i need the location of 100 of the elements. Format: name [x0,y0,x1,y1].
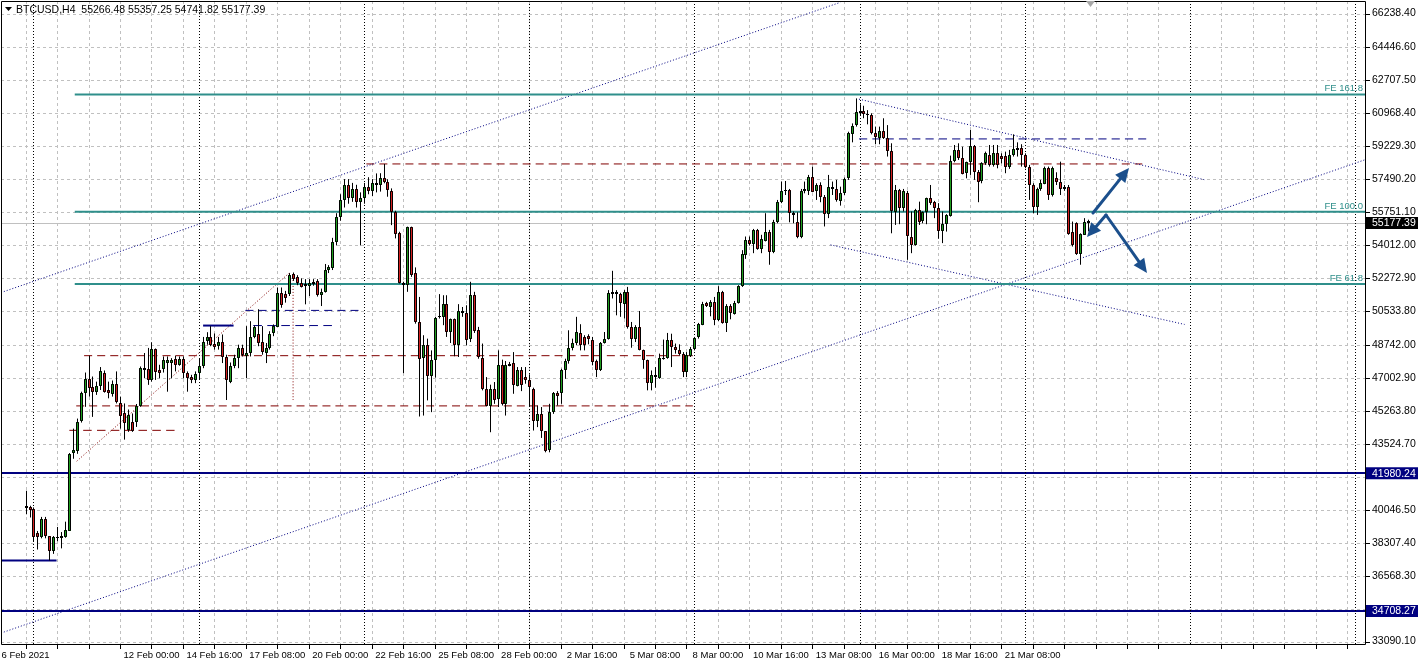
candlestick [666,332,669,360]
candlestick [1075,221,1078,256]
x-tick-label: 25 Feb 08:00 [438,649,495,661]
candlestick [497,349,500,408]
candlestick [198,357,201,381]
candlestick [658,353,661,380]
candlestick [359,191,362,246]
candlestick [166,355,169,393]
candlestick [992,144,995,168]
candlestick [123,402,126,441]
candlestick [619,292,622,318]
candlestick [1032,182,1035,214]
candlestick [615,289,618,316]
y-tick-label: 64446.60 [1372,40,1416,53]
candlestick [504,360,507,417]
candlestick [560,368,563,405]
candlestick [1028,164,1031,201]
x-tick-label: 8 Mar 00:00 [692,649,744,661]
candlestick [941,211,944,244]
candlestick [76,418,79,455]
candlestick [489,384,492,433]
x-tick-label: 14 Feb 16:00 [186,649,243,661]
candlestick [811,166,814,193]
x-tick-label: 22 Feb 16:00 [375,649,432,661]
y-tick-label: 33090.10 [1372,634,1416,647]
candlestick [835,179,838,203]
candlestick [969,129,972,176]
candlestick [469,281,472,343]
x-tick-label: 18 Mar 16:00 [941,649,998,661]
candlestick [988,144,991,168]
ref-line-label: 34708.27 [1372,604,1416,617]
candlestick [221,333,224,364]
x-tick-label: 21 Mar 08:00 [1004,649,1061,661]
candlestick [520,366,523,392]
candlestick [99,366,102,391]
candlestick [390,187,393,226]
candlestick [375,172,378,193]
candlestick [186,370,189,393]
candlestick [430,349,433,413]
candlestick [721,290,724,325]
candlestick [961,146,964,175]
candlestick [147,347,150,386]
y-tick-label: 48742.00 [1372,337,1416,350]
candlestick [713,296,716,326]
candlestick [154,347,157,381]
candlestick [788,188,791,223]
candlestick [135,403,138,428]
candlestick [866,109,869,125]
candlestick [890,142,893,234]
x-tick-label: 13 Mar 08:00 [815,649,872,661]
candlestick [937,202,940,240]
candlestick [44,516,47,539]
candlestick [1059,161,1062,196]
y-tick-label: 54012.00 [1372,238,1416,251]
candlestick [807,174,810,196]
y-tick-label: 36568.30 [1372,568,1416,581]
candlestick [127,408,130,433]
candlestick [756,228,759,251]
candlestick [150,341,153,383]
candlestick [115,370,118,404]
candlestick [760,234,763,254]
candlestick [626,286,629,330]
candlestick [910,211,913,254]
candlestick [406,226,409,293]
candlestick [331,237,334,271]
candlestick [249,320,252,357]
candlestick [752,228,755,254]
x-tick-label: 20 Feb 00:00 [312,649,369,661]
candlestick [819,181,822,203]
candlestick [1012,133,1015,158]
candlestick [591,336,594,366]
candlestick [882,117,885,140]
series-label: FE 161.8 [1324,82,1363,94]
candlestick [379,172,382,193]
candlestick [335,212,338,246]
candlestick [170,357,173,379]
candlestick [1047,166,1050,201]
y-tick-label: 52272.90 [1372,271,1416,284]
candlestick [646,359,649,391]
candlestick [131,412,134,433]
candlestick [898,188,901,225]
series-label: FE 61.8 [1329,271,1363,283]
y-tick-label: 50533.80 [1372,303,1416,316]
candlestick [1004,151,1007,174]
candlestick [599,341,602,372]
candlestick [343,178,346,209]
candlestick [261,325,264,356]
x-tick-label: 10 Mar 16:00 [752,649,809,661]
x-tick-label: 2 Mar 16:00 [566,649,618,661]
candlestick [139,365,142,408]
candlestick [485,376,488,407]
candlestick [827,174,830,219]
y-tick-label: 47002.90 [1372,370,1416,383]
x-tick-label: 12 Feb 00:00 [123,649,180,661]
y-tick-label: 55751.10 [1372,205,1416,218]
candlestick [772,219,775,254]
chart-title: BTCUSD,H4 55266.48 55357.25 54741.82 55177.39 [16,3,266,15]
candlestick [48,535,51,561]
candlestick [445,294,448,338]
candlestick [670,333,673,368]
